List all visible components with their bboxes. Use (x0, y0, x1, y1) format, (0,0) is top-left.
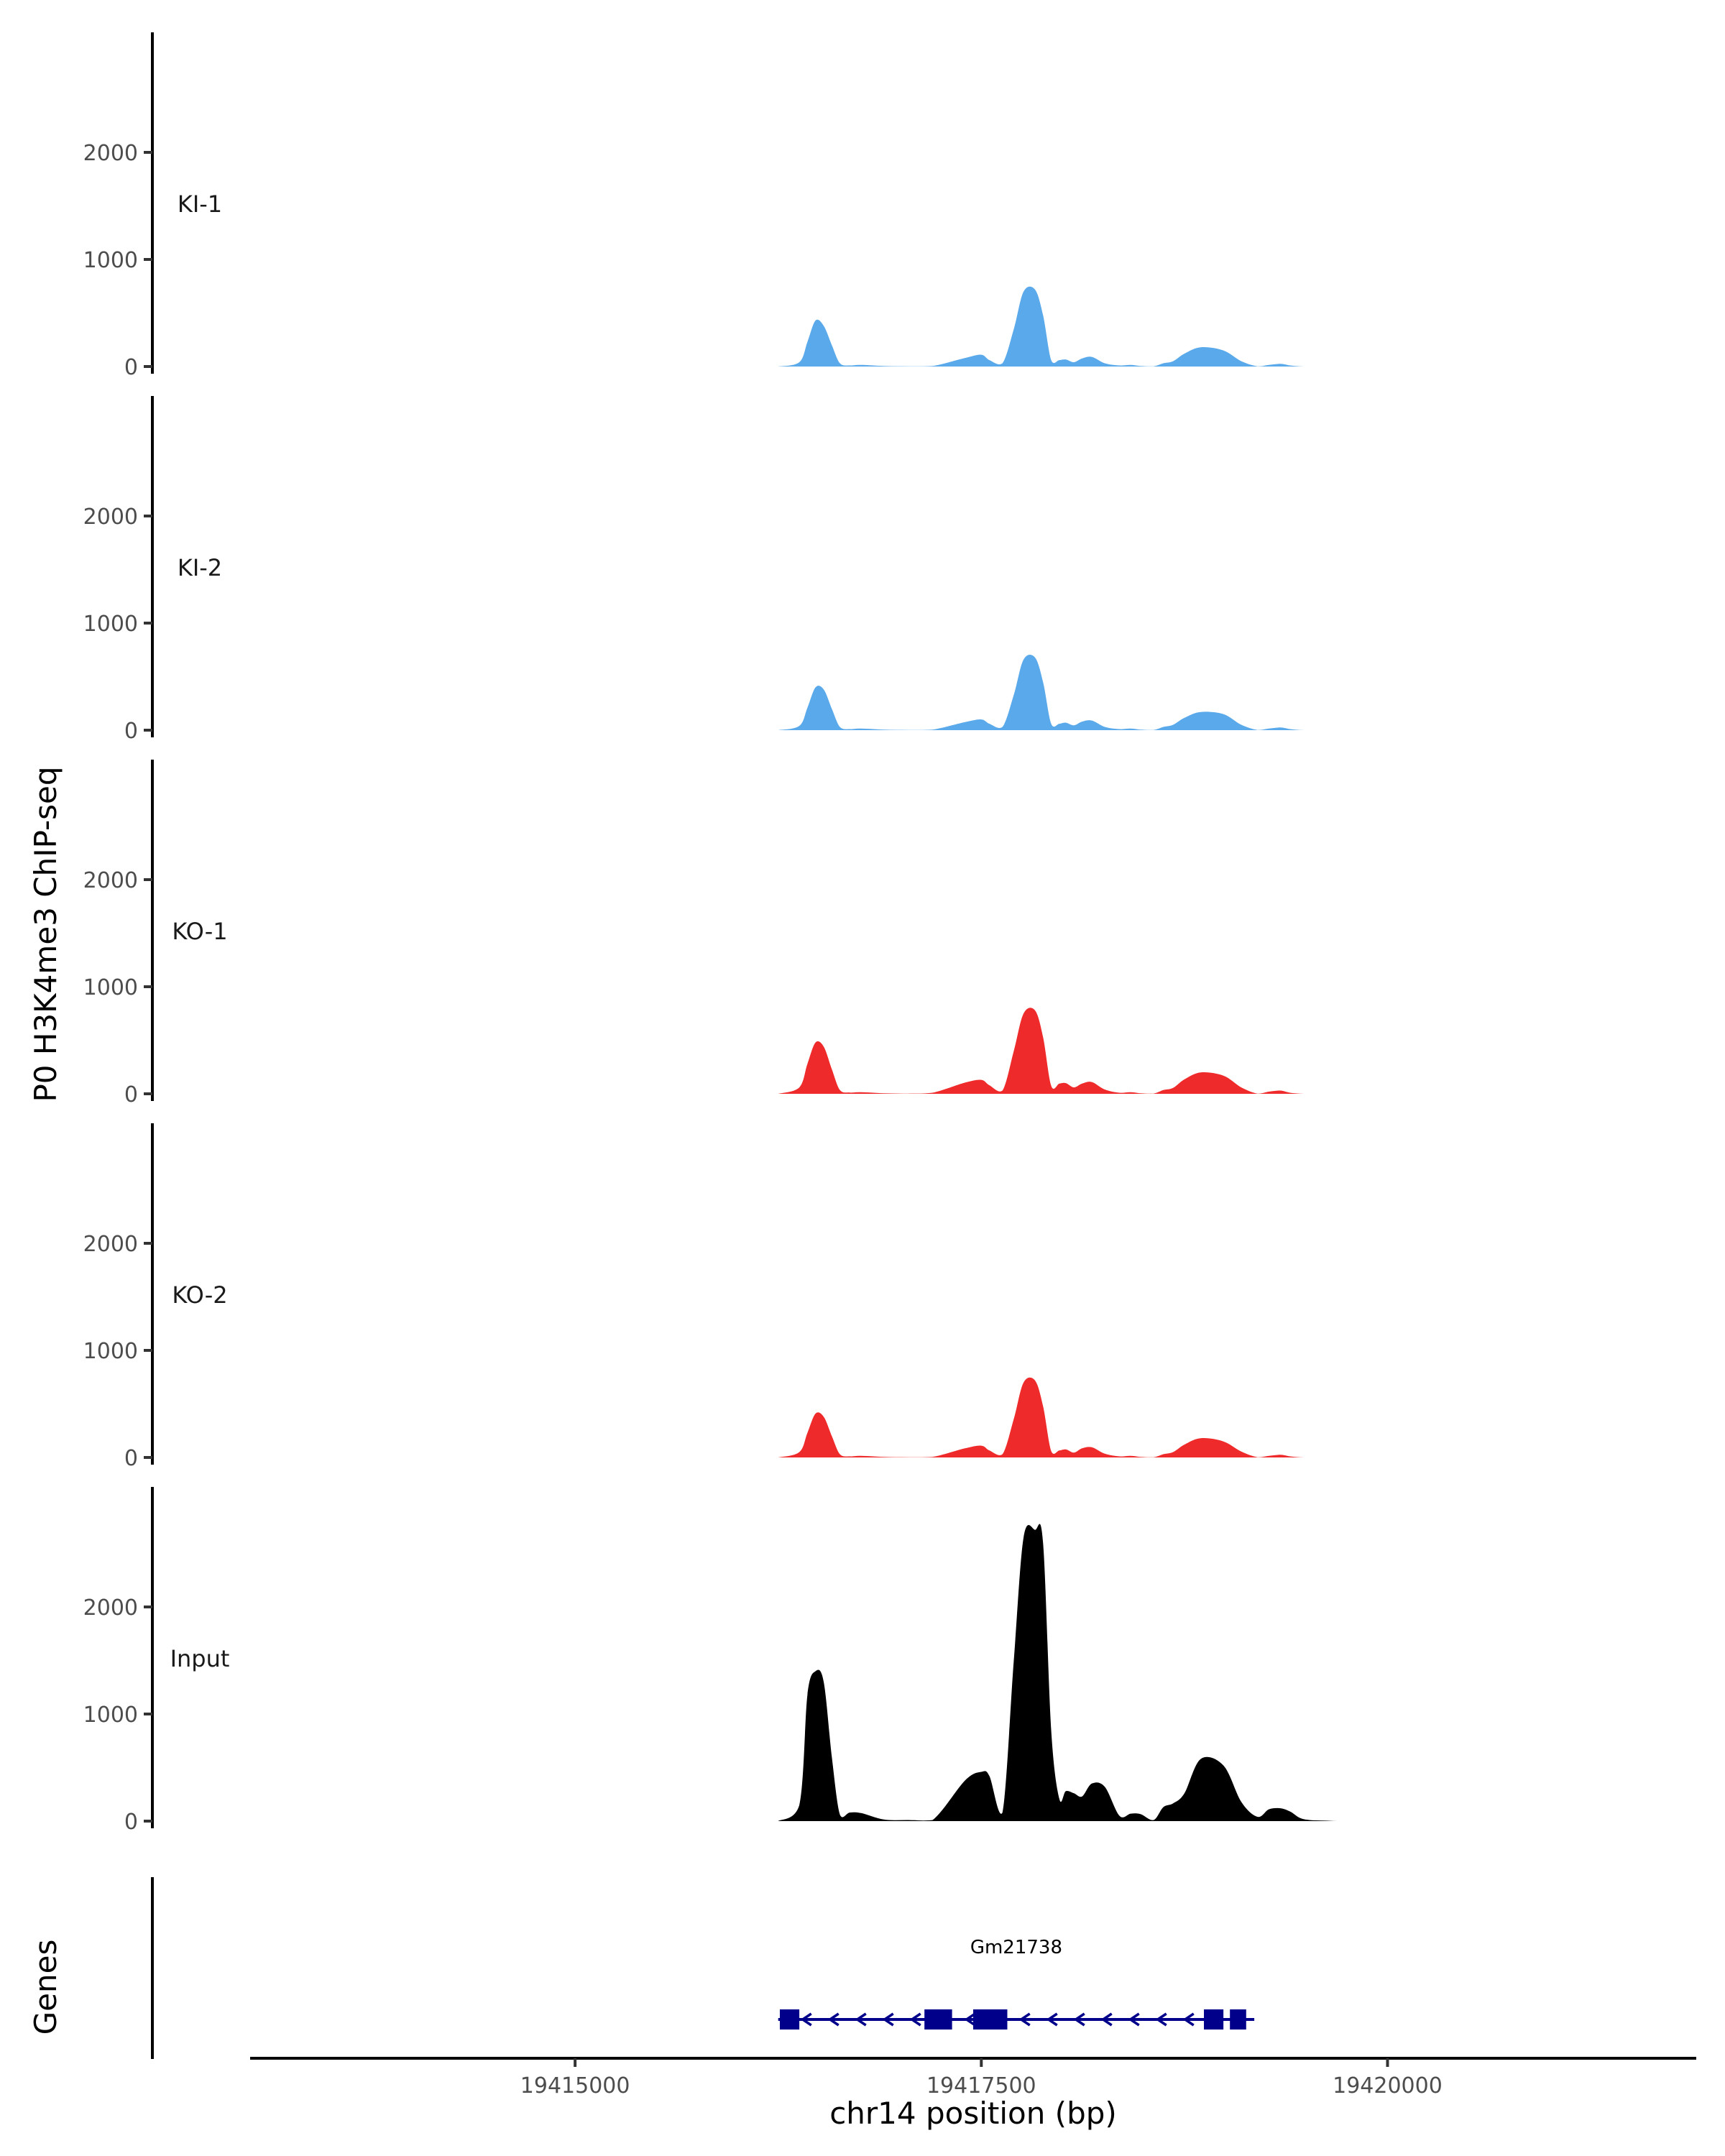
genes-axis-title: Genes (28, 1940, 63, 2035)
strand-chevron (855, 2012, 867, 2027)
exon (1230, 2009, 1246, 2030)
y-axis-title: P0 H3K4me3 ChIP-seq (28, 766, 63, 1102)
x-tick-label: 19415000 (520, 2073, 630, 2099)
y-tick-label: 1000 (83, 248, 138, 273)
strand-chevron (1018, 2012, 1031, 2027)
strand-chevron (1046, 2012, 1058, 2027)
track-ki-2: 0 1000 2000 KI-2 (83, 396, 1415, 744)
strand-chevron (800, 2012, 812, 2027)
exon (924, 2009, 952, 2030)
exon (1204, 2009, 1224, 2030)
x-axis: 19415000 19417500 19420000 (250, 2057, 1696, 2099)
genes-panel: Gm21738 (151, 1877, 1255, 2059)
signal-area-input (778, 1524, 1415, 1821)
strand-chevron (1128, 2012, 1140, 2027)
track-label: KO-1 (172, 918, 227, 945)
gene-label: Gm21738 (970, 1937, 1062, 1958)
strand-chevron (1073, 2012, 1085, 2027)
y-tick-label: 0 (124, 355, 138, 380)
y-tick-label: 0 (124, 719, 138, 744)
strand-chevron (964, 2012, 976, 2027)
x-axis-title: chr14 position (bp) (829, 2096, 1117, 2131)
y-tick-label: 1000 (83, 612, 138, 637)
track-input: 0 1000 2000 Input (83, 1487, 1415, 1835)
x-tick-label: 19417500 (926, 2073, 1036, 2099)
signal-tracks: 010002000KI-1010002000KI-2010002000KO-10… (83, 32, 1415, 1835)
track-label: Input (170, 1645, 230, 1672)
track-label: KI-2 (178, 554, 222, 581)
strand-chevron (1155, 2012, 1167, 2027)
track-ko-2: 0 1000 2000 KO-2 (83, 1123, 1415, 1471)
gene-model: Gm21738 (778, 1937, 1255, 2030)
signal-area-ki-2 (778, 654, 1415, 730)
signal-area-ko-2 (778, 1377, 1415, 1457)
y-tick-label: 2000 (83, 1595, 138, 1621)
strand-chevron (882, 2012, 894, 2027)
strand-chevron (909, 2012, 921, 2027)
strand-chevron (827, 2012, 840, 2027)
track-label: KO-2 (172, 1281, 227, 1309)
y-tick-label: 2000 (83, 1232, 138, 1257)
signal-area-ko-1 (778, 1008, 1415, 1094)
track-label: KI-1 (178, 190, 222, 218)
y-tick-label: 0 (124, 1810, 138, 1835)
exon (973, 2009, 1008, 2030)
y-tick-label: 0 (124, 1446, 138, 1471)
y-tick-label: 2000 (83, 505, 138, 530)
track-ki-1: 0 1000 2000 KI-1 (83, 32, 1415, 380)
y-tick-label: 0 (124, 1082, 138, 1107)
y-tick-label: 1000 (83, 1703, 138, 1728)
y-tick-label: 2000 (83, 141, 138, 166)
signal-area-ki-1 (778, 286, 1415, 367)
exon (779, 2009, 800, 2030)
strand-chevron (1182, 2012, 1195, 2027)
track-ko-1: 0 1000 2000 KO-1 (83, 760, 1415, 1107)
y-tick-label: 1000 (83, 1339, 138, 1364)
x-tick-label: 19420000 (1333, 2073, 1443, 2099)
y-tick-label: 2000 (83, 868, 138, 893)
y-tick-label: 1000 (83, 975, 138, 1000)
strand-chevron (1100, 2012, 1113, 2027)
